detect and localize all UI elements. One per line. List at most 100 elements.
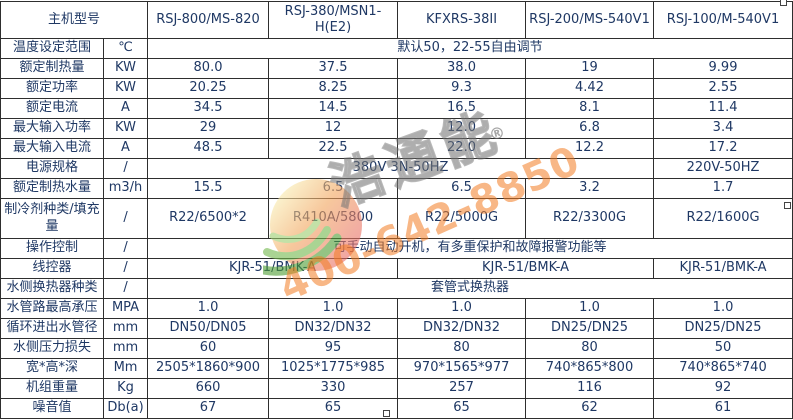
value-cell: 740*865*800 bbox=[525, 358, 655, 379]
value-cell: DN25/DN25 bbox=[525, 318, 655, 339]
model-name: KFXRS-38II bbox=[397, 1, 527, 39]
unit-cell: mm bbox=[102, 318, 149, 339]
value-cell: 1.0 bbox=[397, 298, 527, 319]
value-cell: 65 bbox=[397, 398, 527, 419]
value-cell: R22/3300G bbox=[525, 198, 655, 239]
row-label: 额定制热水量 bbox=[0, 178, 104, 199]
value-cell: 1.0 bbox=[525, 298, 655, 319]
value-cell: 8.1 bbox=[525, 98, 655, 119]
value-cell: 6.5 bbox=[397, 178, 527, 199]
value-cell: 默认50，22-55自由调节 bbox=[147, 38, 793, 59]
value-cell: 20.25 bbox=[147, 78, 270, 99]
model-name: RSJ-100/M-540V1 bbox=[653, 1, 793, 39]
value-cell: 62 bbox=[525, 398, 655, 419]
model-name: RSJ-200/MS-540V1 bbox=[525, 1, 655, 39]
row-label: 操作控制 bbox=[0, 238, 104, 259]
table-row: 机组重量 Kg 660 330 257 116 92 bbox=[0, 378, 793, 399]
value-cell: 65 bbox=[268, 398, 399, 419]
table-row: 水管路最高承压 MPA 1.0 1.0 1.0 1.0 1.0 bbox=[0, 298, 793, 319]
value-cell: 50 bbox=[653, 338, 793, 359]
value-cell: 38.0 bbox=[397, 58, 527, 79]
unit-cell: / bbox=[102, 198, 149, 239]
table-row: 额定电流 A 34.5 14.5 16.5 8.1 11.4 bbox=[0, 98, 793, 119]
value-cell: 970*1565*977 bbox=[397, 358, 527, 379]
unit-cell: mm bbox=[102, 338, 149, 359]
value-cell: 15.5 bbox=[147, 178, 270, 199]
table-row: 额定制热量 KW 80.0 37.5 38.0 19 9.99 bbox=[0, 58, 793, 79]
model-name: RSJ-800/MS-820 bbox=[147, 1, 270, 39]
value-cell: 92 bbox=[653, 378, 793, 399]
unit-cell: / bbox=[102, 158, 149, 179]
model-name: RSJ-380/MSN1-H(E2) bbox=[268, 1, 399, 39]
value-cell: 380V 3N-50HZ bbox=[147, 158, 655, 179]
value-cell: 9.99 bbox=[653, 58, 793, 79]
row-label: 额定电流 bbox=[0, 98, 104, 119]
value-cell: 37.5 bbox=[268, 58, 399, 79]
table-row: 额定功率 KW 20.25 8.25 9.3 4.42 2.55 bbox=[0, 78, 793, 99]
table-row: 循环进出水管径 mm DN50/DN05 DN32/DN32 DN32/DN32 DN25… bbox=[0, 318, 793, 339]
table-row: 额定制热水量 m3/h 15.5 6.5 6.5 3.2 1.7 bbox=[0, 178, 793, 199]
row-label: 制冷剂种类/填充量 bbox=[0, 198, 104, 239]
row-label: 最大输入功率 bbox=[0, 118, 104, 139]
selection-handle[interactable] bbox=[784, 202, 791, 209]
model-header-label: 主机型号 bbox=[0, 1, 149, 39]
value-cell: 8.25 bbox=[268, 78, 399, 99]
value-cell: 3.2 bbox=[525, 178, 655, 199]
value-cell: 330 bbox=[268, 378, 399, 399]
value-cell: 6.5 bbox=[268, 178, 399, 199]
row-label: 额定制热量 bbox=[0, 58, 104, 79]
value-cell: 3.4 bbox=[653, 118, 793, 139]
unit-cell: KW bbox=[102, 78, 149, 99]
unit-cell: / bbox=[102, 258, 149, 279]
value-cell: 1.0 bbox=[147, 298, 270, 319]
table-row: 水侧压力损失 mm 60 95 80 80 50 bbox=[0, 338, 793, 359]
value-cell: R410A/5800 bbox=[268, 198, 399, 239]
value-cell: 80 bbox=[397, 338, 527, 359]
value-cell: 12 bbox=[268, 118, 399, 139]
row-label: 机组重量 bbox=[0, 378, 104, 399]
value-cell: 2.55 bbox=[653, 78, 793, 99]
value-cell: 1.7 bbox=[653, 178, 793, 199]
unit-cell: Db(a) bbox=[102, 398, 149, 419]
value-cell: 9.3 bbox=[397, 78, 527, 99]
table-row: 最大输入电流 A 48.5 22.5 22.0 12.2 17.2 bbox=[0, 138, 793, 159]
value-cell: R22/5000G bbox=[397, 198, 527, 239]
unit-cell: Kg bbox=[102, 378, 149, 399]
unit-cell: / bbox=[102, 278, 149, 299]
row-label: 噪音值 bbox=[0, 398, 104, 419]
unit-cell: A bbox=[102, 138, 149, 159]
table-row: 操作控制 / 可手动自动开机，有多重保护和故障报警功能等 bbox=[0, 238, 793, 259]
unit-cell: A bbox=[102, 98, 149, 119]
value-cell: 套管式换热器 bbox=[147, 278, 793, 299]
value-cell: KJR-51/BMK-A bbox=[397, 258, 655, 279]
table-row: 水侧换热器种类 / 套管式换热器 bbox=[0, 278, 793, 299]
value-cell: 6.8 bbox=[525, 118, 655, 139]
unit-cell: KW bbox=[102, 118, 149, 139]
row-label: 水侧压力损失 bbox=[0, 338, 104, 359]
value-cell: 可手动自动开机，有多重保护和故障报警功能等 bbox=[147, 238, 793, 259]
selection-handle[interactable] bbox=[383, 410, 390, 417]
value-cell: 80.0 bbox=[147, 58, 270, 79]
value-cell: 116 bbox=[525, 378, 655, 399]
row-label: 循环进出水管径 bbox=[0, 318, 104, 339]
value-cell: 12.2 bbox=[525, 138, 655, 159]
value-cell: 29 bbox=[147, 118, 270, 139]
unit-cell: / bbox=[102, 238, 149, 259]
table-row: 线控器 / KJR-51/BMK-A KJR-51/BMK-A KJR-51/BMK-A bbox=[0, 258, 793, 279]
unit-cell: KW bbox=[102, 58, 149, 79]
value-cell: 95 bbox=[268, 338, 399, 359]
value-cell: DN25/DN25 bbox=[653, 318, 793, 339]
value-cell: 660 bbox=[147, 378, 270, 399]
table-row: 温度设定范围 ℃ 默认50，22-55自由调节 bbox=[0, 38, 793, 59]
table-row: 电源规格/380V 3N-50HZ 220V-50HZ bbox=[0, 158, 793, 179]
value-cell: KJR-51/BMK-A bbox=[653, 258, 793, 279]
value-cell: 257 bbox=[397, 378, 527, 399]
value-cell: 220V-50HZ bbox=[653, 158, 793, 179]
value-cell: R22/1600G bbox=[653, 198, 793, 239]
value-cell: 14.5 bbox=[268, 98, 399, 119]
value-cell: 11.4 bbox=[653, 98, 793, 119]
selection-handle[interactable] bbox=[780, 0, 787, 6]
table-header-row: 主机型号 RSJ-800/MS-820 RSJ-380/MSN1-H(E2) KFXR… bbox=[0, 1, 793, 39]
value-cell: 80 bbox=[525, 338, 655, 359]
